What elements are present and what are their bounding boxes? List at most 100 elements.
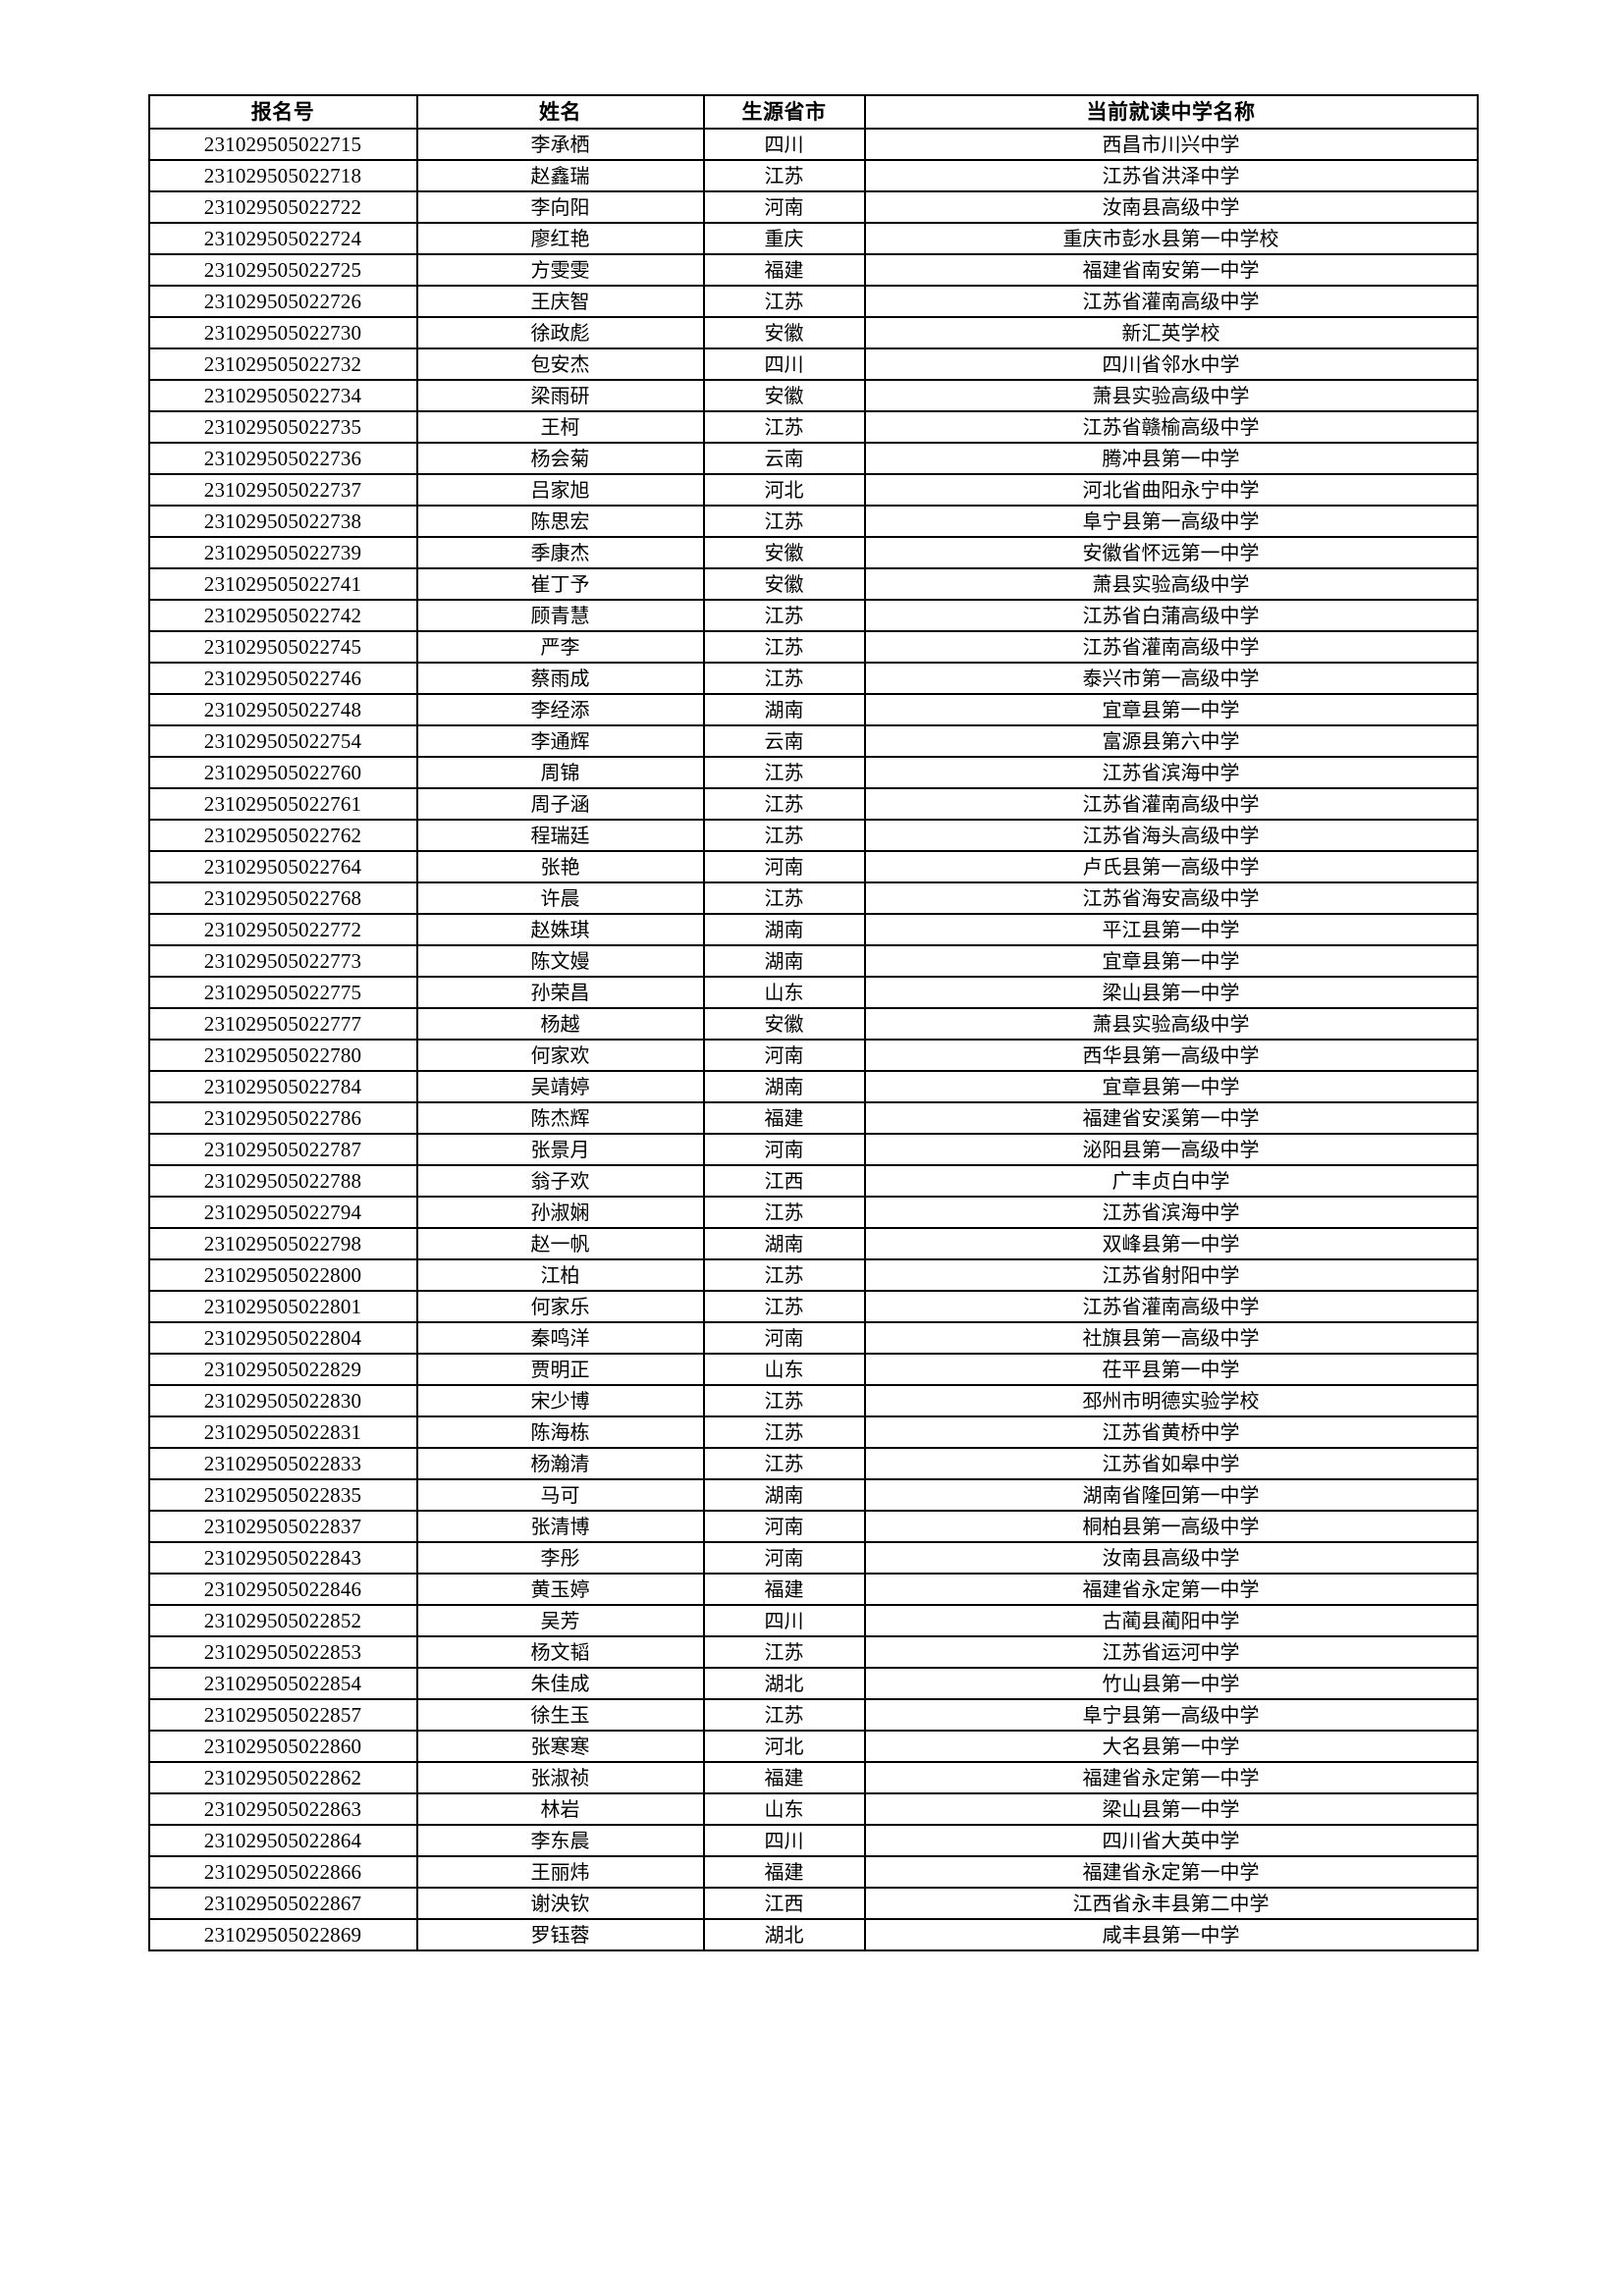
- cell-registration-number: 231029505022843: [147, 1541, 418, 1575]
- cell-school: 萧县实验高级中学: [863, 1007, 1479, 1041]
- cell-registration-number: 231029505022745: [147, 630, 418, 664]
- cell-name: 李承栖: [415, 128, 705, 161]
- table-row: 231029505022736 杨会菊 云南 腾冲县第一中学: [147, 442, 1479, 475]
- column-header-province: 生源省市: [702, 94, 866, 130]
- cell-name: 徐政彪: [415, 316, 705, 349]
- table-row: 231029505022829 贾明正 山东 茌平县第一中学: [147, 1353, 1479, 1386]
- cell-name: 张淑祯: [415, 1761, 705, 1794]
- cell-province: 福建: [702, 1101, 866, 1135]
- cell-school: 邳州市明德实验学校: [863, 1384, 1479, 1417]
- cell-name: 方雯雯: [415, 253, 705, 287]
- cell-registration-number: 231029505022736: [147, 442, 418, 475]
- cell-registration-number: 231029505022742: [147, 599, 418, 632]
- table-row: 231029505022739 季康杰 安徽 安徽省怀远第一中学: [147, 536, 1479, 569]
- cell-province: 重庆: [702, 222, 866, 255]
- cell-name: 赵一帆: [415, 1227, 705, 1260]
- cell-province: 江苏: [702, 410, 866, 444]
- cell-province: 安徽: [702, 567, 866, 601]
- cell-province: 安徽: [702, 379, 866, 412]
- cell-registration-number: 231029505022773: [147, 944, 418, 978]
- cell-school: 社旗县第一高级中学: [863, 1321, 1479, 1355]
- cell-name: 孙淑娴: [415, 1196, 705, 1229]
- cell-name: 杨瀚清: [415, 1447, 705, 1480]
- cell-province: 云南: [702, 442, 866, 475]
- cell-school: 西昌市川兴中学: [863, 128, 1479, 161]
- cell-province: 江西: [702, 1164, 866, 1198]
- cell-province: 四川: [702, 347, 866, 381]
- cell-school: 江苏省灌南高级中学: [863, 1290, 1479, 1323]
- cell-registration-number: 231029505022764: [147, 850, 418, 883]
- cell-registration-number: 231029505022857: [147, 1698, 418, 1732]
- cell-school: 泰兴市第一高级中学: [863, 662, 1479, 695]
- table-row: 231029505022869 罗钰蓉 湖北 咸丰县第一中学: [147, 1918, 1479, 1951]
- cell-registration-number: 231029505022718: [147, 159, 418, 192]
- cell-province: 湖北: [702, 1667, 866, 1700]
- cell-school: 江苏省射阳中学: [863, 1258, 1479, 1292]
- cell-school: 双峰县第一中学: [863, 1227, 1479, 1260]
- cell-province: 江苏: [702, 159, 866, 192]
- table-row: 231029505022773 陈文嫚 湖南 宜章县第一中学: [147, 944, 1479, 978]
- cell-province: 云南: [702, 724, 866, 758]
- cell-school: 江苏省洪泽中学: [863, 159, 1479, 192]
- cell-province: 湖南: [702, 693, 866, 726]
- cell-province: 江苏: [702, 1196, 866, 1229]
- cell-school: 阜宁县第一高级中学: [863, 505, 1479, 538]
- cell-province: 四川: [702, 1824, 866, 1857]
- cell-school: 富源县第六中学: [863, 724, 1479, 758]
- table-row: 231029505022867 谢泱钦 江西 江西省永丰县第二中学: [147, 1887, 1479, 1920]
- cell-name: 赵姝琪: [415, 913, 705, 946]
- cell-province: 河北: [702, 473, 866, 507]
- cell-province: 河南: [702, 1133, 866, 1166]
- cell-school: 腾冲县第一中学: [863, 442, 1479, 475]
- cell-province: 江苏: [702, 1447, 866, 1480]
- cell-registration-number: 231029505022735: [147, 410, 418, 444]
- cell-name: 许晨: [415, 881, 705, 915]
- table-row: 231029505022777 杨越 安徽 萧县实验高级中学: [147, 1007, 1479, 1041]
- cell-school: 福建省安溪第一中学: [863, 1101, 1479, 1135]
- cell-school: 宜章县第一中学: [863, 944, 1479, 978]
- cell-school: 桐柏县第一高级中学: [863, 1510, 1479, 1543]
- cell-school: 西华县第一高级中学: [863, 1039, 1479, 1072]
- cell-name: 黄玉婷: [415, 1573, 705, 1606]
- cell-province: 福建: [702, 1855, 866, 1889]
- cell-province: 山东: [702, 1353, 866, 1386]
- table-row: 231029505022853 杨文韬 江苏 江苏省运河中学: [147, 1635, 1479, 1669]
- table-row: 231029505022764 张艳 河南 卢氏县第一高级中学: [147, 850, 1479, 883]
- table-row: 231029505022794 孙淑娴 江苏 江苏省滨海中学: [147, 1196, 1479, 1229]
- cell-registration-number: 231029505022829: [147, 1353, 418, 1386]
- cell-province: 湖南: [702, 1227, 866, 1260]
- cell-registration-number: 231029505022835: [147, 1478, 418, 1512]
- cell-registration-number: 231029505022754: [147, 724, 418, 758]
- table-row: 231029505022801 何家乐 江苏 江苏省灌南高级中学: [147, 1290, 1479, 1323]
- cell-school: 四川省邻水中学: [863, 347, 1479, 381]
- cell-registration-number: 231029505022746: [147, 662, 418, 695]
- table-row: 231029505022843 李彤 河南 汝南县高级中学: [147, 1541, 1479, 1575]
- cell-province: 河南: [702, 850, 866, 883]
- cell-registration-number: 231029505022846: [147, 1573, 418, 1606]
- cell-school: 萧县实验高级中学: [863, 379, 1479, 412]
- table-row: 231029505022857 徐生玉 江苏 阜宁县第一高级中学: [147, 1698, 1479, 1732]
- cell-registration-number: 231029505022794: [147, 1196, 418, 1229]
- cell-school: 江苏省灌南高级中学: [863, 285, 1479, 318]
- cell-registration-number: 231029505022830: [147, 1384, 418, 1417]
- cell-province: 河南: [702, 190, 866, 224]
- cell-school: 萧县实验高级中学: [863, 567, 1479, 601]
- cell-province: 四川: [702, 128, 866, 161]
- cell-province: 福建: [702, 253, 866, 287]
- cell-name: 吴芳: [415, 1604, 705, 1637]
- table-row: 231029505022831 陈海栋 江苏 江苏省黄桥中学: [147, 1415, 1479, 1449]
- cell-name: 梁雨研: [415, 379, 705, 412]
- column-header-registration-number: 报名号: [147, 94, 418, 130]
- cell-registration-number: 231029505022762: [147, 819, 418, 852]
- table-row: 231029505022862 张淑祯 福建 福建省永定第一中学: [147, 1761, 1479, 1794]
- cell-name: 包安杰: [415, 347, 705, 381]
- cell-school: 阜宁县第一高级中学: [863, 1698, 1479, 1732]
- cell-province: 江苏: [702, 599, 866, 632]
- cell-name: 贾明正: [415, 1353, 705, 1386]
- cell-province: 四川: [702, 1604, 866, 1637]
- table-row: 231029505022737 吕家旭 河北 河北省曲阳永宁中学: [147, 473, 1479, 507]
- cell-registration-number: 231029505022730: [147, 316, 418, 349]
- cell-name: 周子涵: [415, 787, 705, 821]
- cell-province: 江苏: [702, 662, 866, 695]
- cell-school: 湖南省隆回第一中学: [863, 1478, 1479, 1512]
